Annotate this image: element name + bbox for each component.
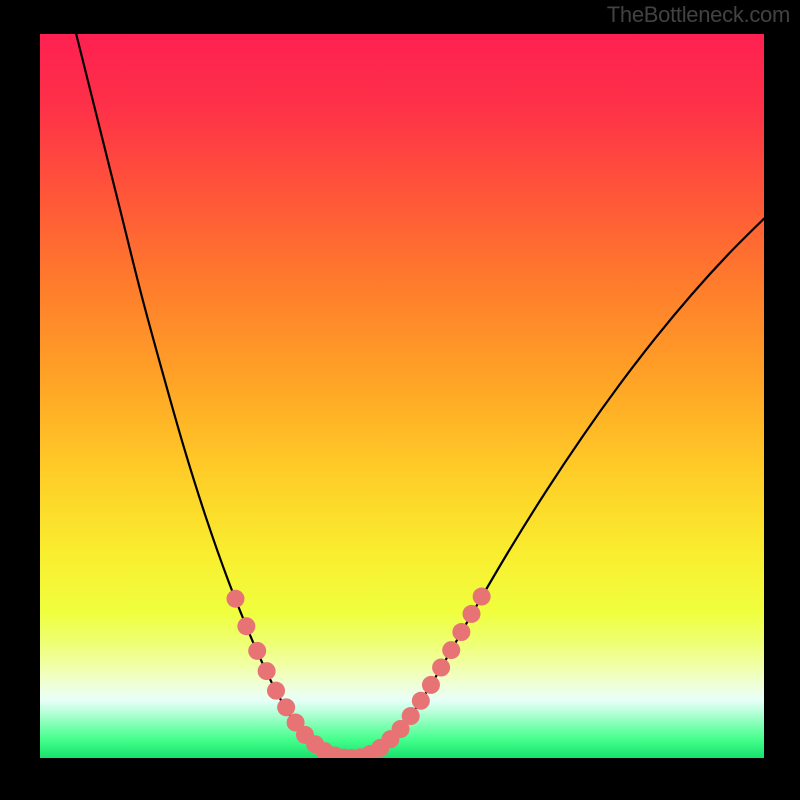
data-marker [432, 659, 450, 677]
data-marker [412, 692, 430, 710]
data-marker [248, 642, 266, 660]
curve-right-branch [351, 219, 764, 758]
data-marker [258, 662, 276, 680]
data-marker [463, 605, 481, 623]
chart-frame [40, 34, 764, 758]
curve-layer [40, 34, 764, 758]
data-marker [422, 676, 440, 694]
data-marker [402, 707, 420, 725]
data-marker [442, 641, 460, 659]
data-marker [267, 682, 285, 700]
data-marker [452, 623, 470, 641]
data-marker [226, 590, 244, 608]
marker-group [226, 588, 490, 758]
data-marker [473, 588, 491, 606]
data-marker [237, 617, 255, 635]
watermark-text: TheBottleneck.com [607, 2, 790, 28]
plot-area [40, 34, 764, 758]
curve-left-branch [76, 34, 351, 758]
data-marker [277, 698, 295, 716]
